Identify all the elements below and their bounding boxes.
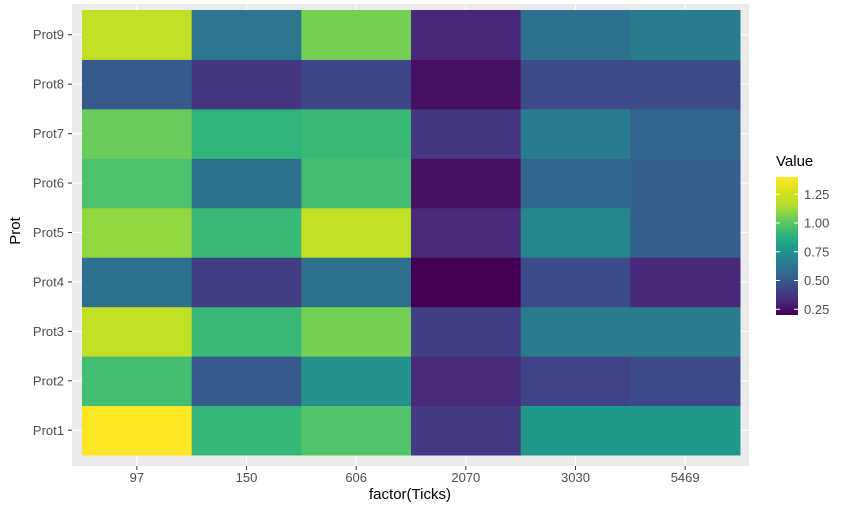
x-tick-label: 5469 <box>671 470 700 485</box>
legend-ticks: 1.25 1.00 0.75 0.50 0.25 <box>776 187 829 317</box>
heatmap-cell <box>82 59 193 110</box>
heatmap-cell <box>630 405 741 456</box>
y-tick-label: Prot3 <box>33 324 64 339</box>
heatmap-cell <box>630 207 741 258</box>
x-tick-label: 150 <box>236 470 258 485</box>
heatmap-cell <box>301 10 412 60</box>
y-tick-label: Prot5 <box>33 225 64 240</box>
y-tick-label: Prot1 <box>33 423 64 438</box>
heatmap-cell <box>191 257 302 308</box>
heatmap-cell <box>411 356 522 407</box>
y-tick-label: Prot9 <box>33 27 64 42</box>
y-axis-ticks: Prot1 Prot2 Prot3 Prot4 Prot5 Prot6 Prot7 Prot8… <box>33 27 72 438</box>
heatmap-cell <box>520 158 631 209</box>
heatmap-cell <box>630 108 741 159</box>
heatmap-cell <box>520 356 631 407</box>
heatmap-cell <box>411 207 522 258</box>
x-tick-label: 97 <box>130 470 144 485</box>
heatmap-cell <box>520 10 631 60</box>
heatmap-cell <box>520 306 631 357</box>
heatmap-cell <box>520 257 631 308</box>
heatmap-cell <box>191 356 302 407</box>
x-axis-ticks: 97 150 606 2070 3030 5469 <box>130 466 700 485</box>
heatmap-cell <box>411 257 522 308</box>
heatmap-cell <box>630 59 741 110</box>
y-tick-label: Prot6 <box>33 176 64 191</box>
heatmap-cell <box>82 207 193 258</box>
x-tick-label: 3030 <box>561 470 590 485</box>
heatmap-cell <box>301 306 412 357</box>
heatmap-cell <box>301 405 412 456</box>
heatmap-cell <box>191 207 302 258</box>
heatmap-cell <box>82 10 193 60</box>
heatmap-cell <box>191 10 302 60</box>
heatmap-cell <box>301 207 412 258</box>
legend-tick-label: 1.25 <box>804 187 829 202</box>
heatmap-cell <box>301 59 412 110</box>
heatmap-cell <box>520 59 631 110</box>
heatmap-cell <box>191 158 302 209</box>
heatmap-cell <box>191 59 302 110</box>
legend-tick-label: 0.50 <box>804 273 829 288</box>
heatmap-cell <box>191 108 302 159</box>
heatmap-cell <box>82 108 193 159</box>
legend-title: Value <box>776 153 813 170</box>
heatmap-cell <box>520 207 631 258</box>
heatmap-cell <box>411 59 522 110</box>
heatmap-cell <box>82 257 193 308</box>
heatmap-cell <box>82 405 193 456</box>
heatmap-cell <box>301 257 412 308</box>
x-tick-label: 606 <box>345 470 367 485</box>
heatmap-cell <box>82 356 193 407</box>
heatmap-cell <box>82 306 193 357</box>
heatmap-cell <box>191 405 302 456</box>
heatmap-cell <box>520 108 631 159</box>
heatmap-cell <box>191 306 302 357</box>
heatmap-cell <box>301 158 412 209</box>
heatmap-cell <box>630 306 741 357</box>
heatmap-cell <box>520 405 631 456</box>
heatmap-cell <box>411 108 522 159</box>
y-tick-label: Prot2 <box>33 373 64 388</box>
legend-colorbar <box>776 177 798 315</box>
legend-tick-label: 1.00 <box>804 216 829 231</box>
heatmap-cell <box>411 10 522 60</box>
y-tick-label: Prot8 <box>33 77 64 92</box>
y-tick-label: Prot7 <box>33 126 64 141</box>
heatmap-cell <box>301 356 412 407</box>
heatmap-cell <box>82 158 193 209</box>
heatmap-cell <box>411 158 522 209</box>
y-tick-label: Prot4 <box>33 274 64 289</box>
heatmap-cell <box>301 108 412 159</box>
heatmap-cells <box>82 10 741 456</box>
x-tick-label: 2070 <box>451 470 480 485</box>
heatmap-cell <box>630 10 741 60</box>
heatmap-cell <box>630 257 741 308</box>
heatmap-cell <box>630 158 741 209</box>
legend: Value 1.25 1.00 0.75 0.50 0.25 <box>776 153 829 317</box>
x-axis-title: factor(Ticks) <box>369 486 451 503</box>
heatmap-cell <box>630 356 741 407</box>
y-axis-title: Prot <box>7 216 24 244</box>
heatmap-cell <box>411 405 522 456</box>
heatmap-cell <box>411 306 522 357</box>
legend-tick-label: 0.75 <box>804 244 829 259</box>
legend-tick-label: 0.25 <box>804 302 829 317</box>
